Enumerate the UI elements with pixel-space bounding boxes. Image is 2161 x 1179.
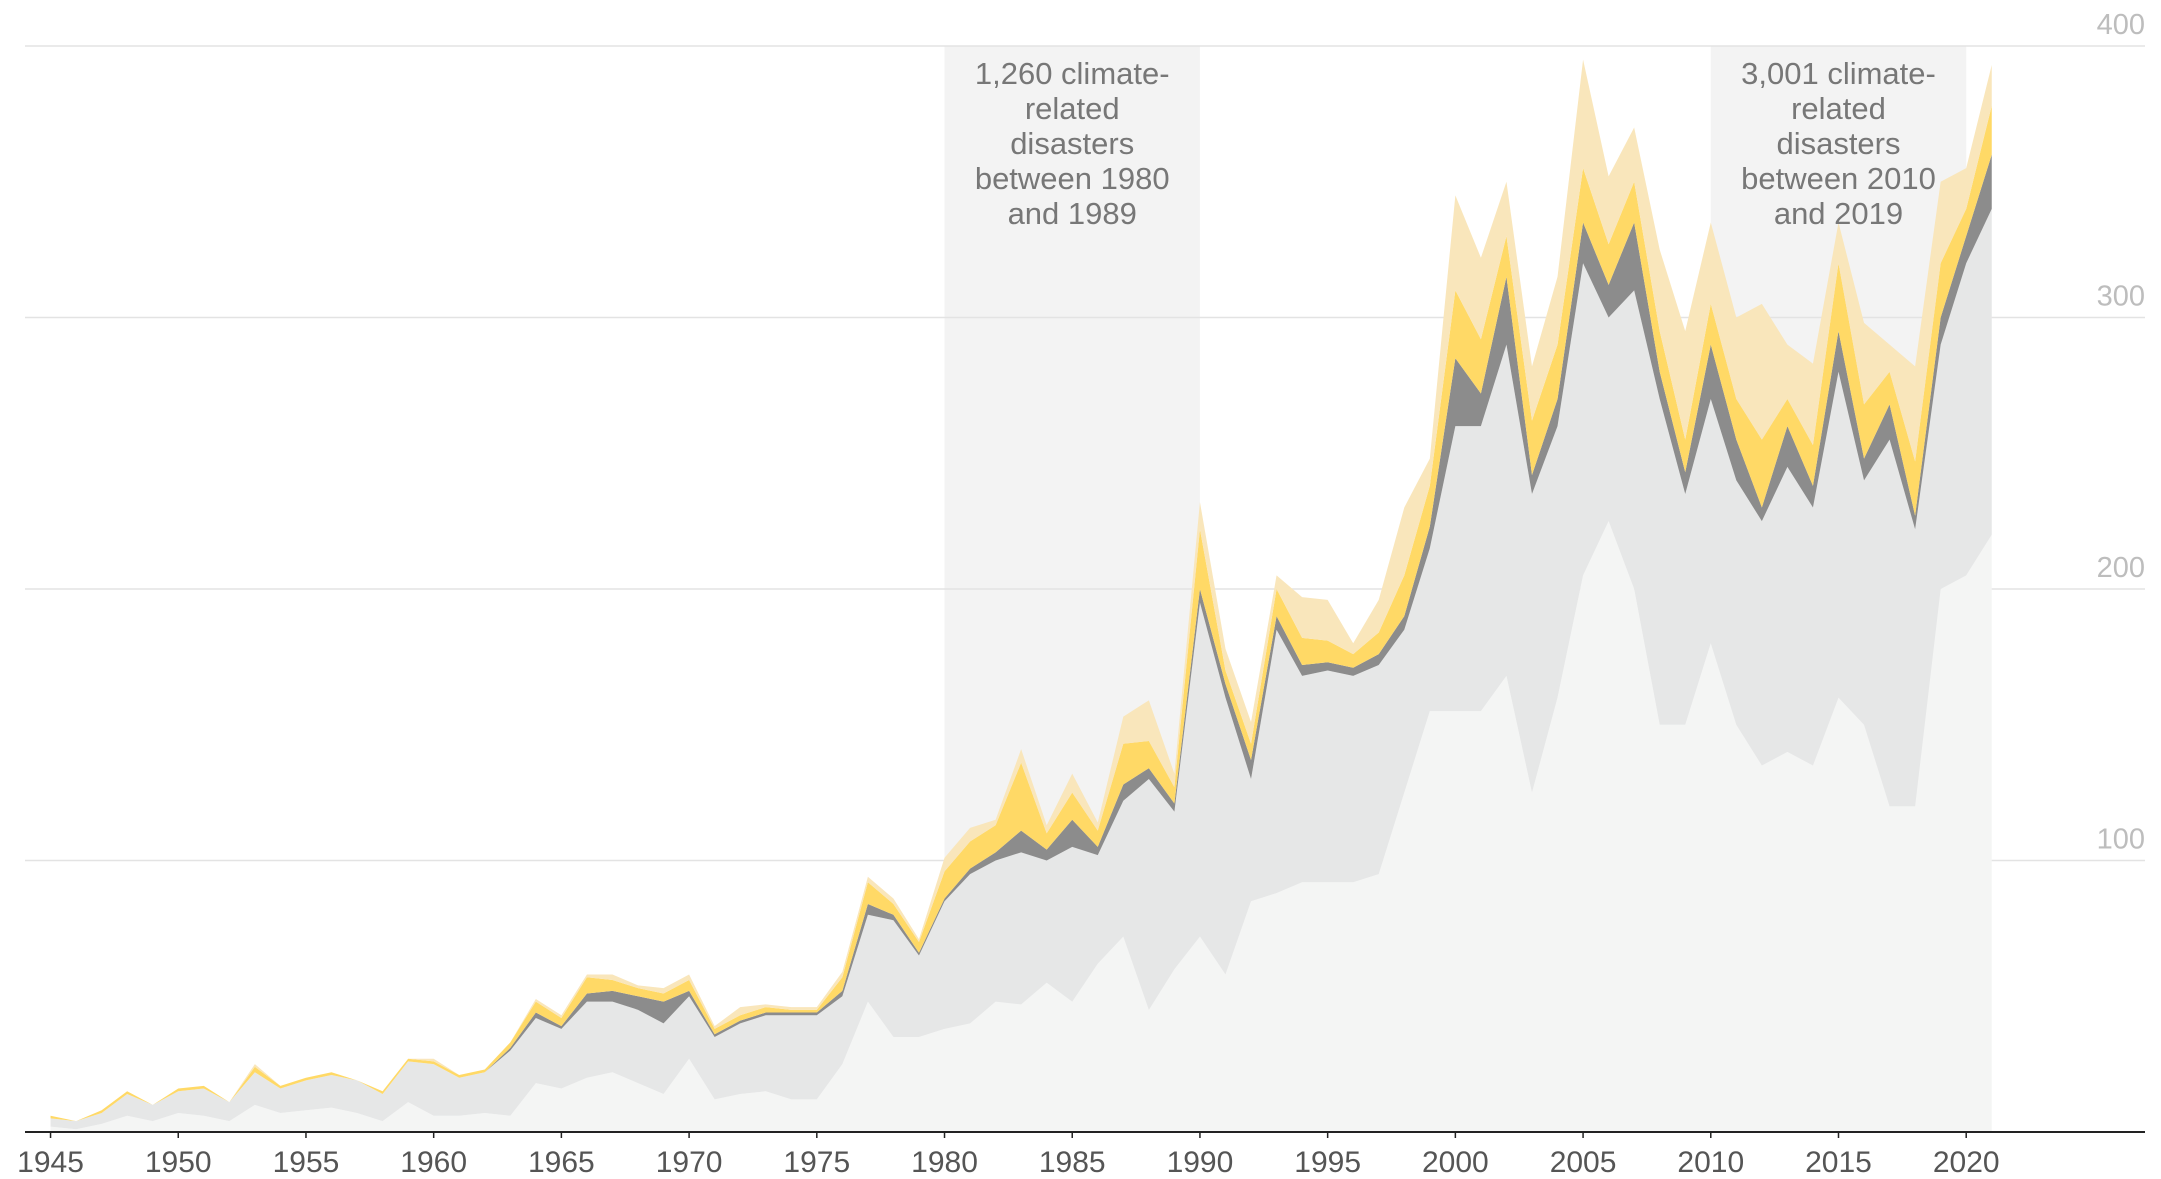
y-tick-label: 300 (2097, 281, 2145, 313)
annotation-text: 1,260 climate-related disasters between … (974, 56, 1170, 231)
x-tick-label: 2010 (1677, 1146, 1744, 1179)
x-tick-label: 1945 (17, 1146, 84, 1179)
x-tick-label: 1975 (783, 1146, 850, 1179)
annotation: 1,260 climate-related disasters between … (974, 56, 1170, 231)
x-tick-label: 1990 (1167, 1146, 1234, 1179)
y-tick-label: 100 (2097, 824, 2145, 856)
annotation: 3,001 climate-related disasters between … (1741, 56, 1936, 231)
x-tick-label: 2015 (1805, 1146, 1872, 1179)
annotation-text: 3,001 climate-related disasters between … (1741, 56, 1936, 231)
x-tick-label: 1955 (273, 1146, 340, 1179)
x-tick-label: 1995 (1294, 1146, 1361, 1179)
x-tick-label: 1965 (528, 1146, 595, 1179)
x-tick-label: 1960 (400, 1146, 467, 1179)
area (50, 521, 1992, 1132)
x-tick-label: 1985 (1039, 1146, 1106, 1179)
x-tick-label: 2020 (1933, 1146, 2000, 1179)
y-tick-label: 400 (2097, 9, 2145, 41)
x-tick-label: 2005 (1550, 1146, 1617, 1179)
x-tick-label: 1950 (145, 1146, 212, 1179)
x-tick-label: 2000 (1422, 1146, 1489, 1179)
y-tick-label: 200 (2097, 552, 2145, 584)
area (50, 208, 1992, 1130)
x-tick-label: 1980 (911, 1146, 978, 1179)
x-tick-label: 1970 (656, 1146, 723, 1179)
